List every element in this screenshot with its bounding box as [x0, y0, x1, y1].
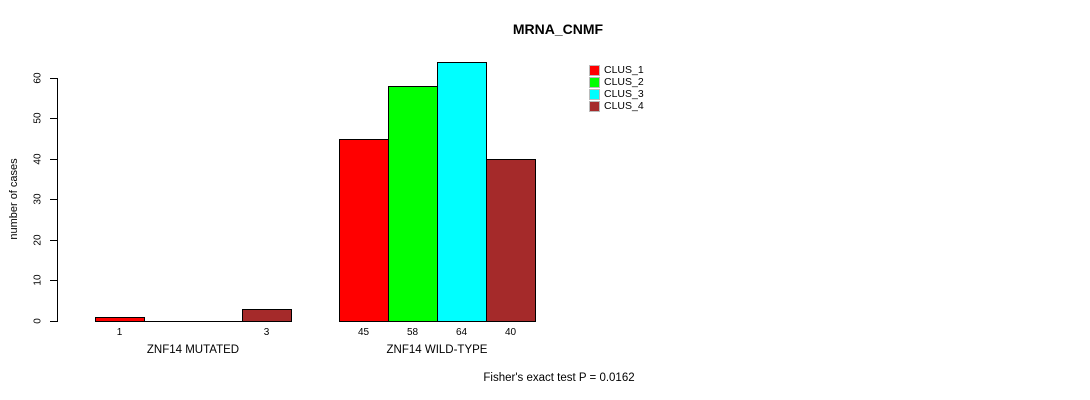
bar-clus-1-znf14-wild-type	[339, 139, 389, 322]
y-axis-tick-label: 60	[32, 72, 44, 84]
legend-item-label: CLUS_1	[604, 64, 644, 76]
legend: CLUS_1 CLUS_2 CLUS_3 CLUS_4	[589, 64, 644, 112]
y-axis-label: number of cases	[8, 158, 20, 240]
legend-item-clus-2: CLUS_2	[589, 76, 644, 88]
legend-swatch-clus-2	[589, 76, 600, 88]
y-axis-tick	[50, 159, 57, 160]
bar-value-label: 64	[455, 327, 468, 338]
y-axis-tick-label: 10	[32, 274, 44, 286]
y-axis-tick-label: 20	[32, 234, 44, 246]
legend-swatch-clus-4	[589, 100, 600, 112]
y-axis-tick	[50, 321, 57, 322]
bar-value-label: 1	[116, 327, 123, 338]
bar-value-label: 40	[504, 327, 517, 338]
x-group-label-znf14-mutated: ZNF14 MUTATED	[146, 344, 240, 356]
y-axis-tick-label: 50	[32, 112, 44, 124]
y-axis-line	[57, 78, 58, 322]
legend-item-label: CLUS_4	[604, 100, 644, 112]
bar-clus-3-znf14-wild-type	[437, 62, 487, 322]
y-axis-tick	[50, 118, 57, 119]
bar-clus-2-znf14-wild-type	[388, 86, 438, 322]
fisher-test-note: Fisher's exact test P = 0.0162	[483, 372, 635, 384]
bar-clus-2-znf14-mutated-zero-line	[144, 321, 194, 322]
y-axis-tick	[50, 280, 57, 281]
y-axis-tick	[50, 240, 57, 241]
y-axis-tick	[50, 78, 57, 79]
y-axis-tick-label: 40	[32, 153, 44, 165]
legend-item-label: CLUS_3	[604, 88, 644, 100]
legend-swatch-clus-3	[589, 88, 600, 100]
bar-value-label: 45	[357, 327, 370, 338]
bar-clus-4-znf14-mutated	[242, 309, 292, 322]
legend-swatch-clus-1	[589, 64, 600, 76]
y-axis-tick	[50, 199, 57, 200]
y-axis-tick-label: 30	[32, 193, 44, 205]
legend-item-clus-1: CLUS_1	[589, 64, 644, 76]
legend-item-clus-3: CLUS_3	[589, 88, 644, 100]
bar-clus-3-znf14-mutated-zero-line	[193, 321, 243, 322]
chart-title: MRNA_CNMF	[512, 21, 604, 37]
legend-item-clus-4: CLUS_4	[589, 100, 644, 112]
bar-clus-4-znf14-wild-type	[486, 159, 536, 322]
bar-clus-1-znf14-mutated	[95, 317, 145, 322]
legend-item-label: CLUS_2	[604, 76, 644, 88]
y-axis-tick-label: 0	[32, 318, 44, 324]
x-group-label-znf14-wild-type: ZNF14 WILD-TYPE	[386, 344, 488, 356]
bar-value-label: 58	[406, 327, 419, 338]
bar-value-label: 3	[263, 327, 270, 338]
